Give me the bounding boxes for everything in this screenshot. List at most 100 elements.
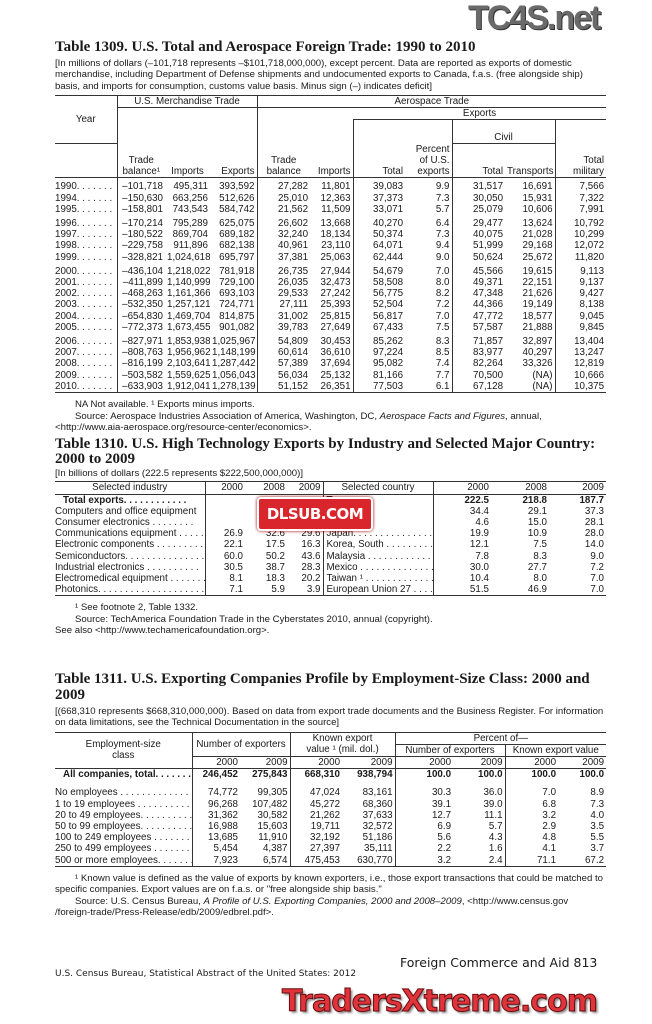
industry-cell: Electromedical equipment . . . . . . . xyxy=(55,572,205,584)
value-cell: 40,270 xyxy=(352,215,406,230)
value-cell: –180,522 xyxy=(116,229,165,241)
value-cell: 5.7 xyxy=(435,203,450,215)
value-cell: 36.0 xyxy=(483,787,503,799)
value-cell: 8.0 xyxy=(435,277,450,289)
value-cell: 51.5 xyxy=(432,584,491,596)
value-cell: 97,224 xyxy=(352,347,406,359)
value-cell: 32,572 xyxy=(362,821,393,833)
value-cell: (NA) xyxy=(532,380,553,392)
value-cell: 7.0 xyxy=(435,265,450,277)
col-exports-total: Total xyxy=(352,143,406,179)
col-group-percent: Percent of— xyxy=(394,732,607,745)
value-cell: 6,574 xyxy=(262,854,288,866)
value-cell: –150,630 xyxy=(116,192,165,204)
year-cell: 1990. . . . . . . xyxy=(55,181,113,193)
class-cell: 50 to 99 employees. . . . . . . . . . xyxy=(55,821,192,833)
value-cell: 19,711 xyxy=(289,821,343,833)
value-cell: 27,397 xyxy=(289,843,343,855)
value-cell: 9.4 xyxy=(435,240,450,252)
col-aero-imports: Imports xyxy=(310,143,354,179)
value-cell: 46.9 xyxy=(527,584,547,596)
value-cell: 25,393 xyxy=(320,299,351,311)
value-cell: –503,582 xyxy=(116,369,165,381)
value-cell: 663,256 xyxy=(172,192,208,204)
value-cell: 795,289 xyxy=(172,218,208,230)
value-cell: 4.1 xyxy=(504,843,559,855)
table-1311-footnotes: ¹ Known value is defined as the value of… xyxy=(55,873,606,919)
table-row: Electronic components . . . . . . . . .2… xyxy=(55,539,606,551)
value-cell: 27,944 xyxy=(320,265,351,277)
value-cell: 26.9 xyxy=(204,528,245,540)
country-cell xyxy=(322,505,433,517)
table-1309-footnotes: NA Not available. ¹ Exports minus import… xyxy=(55,399,606,434)
col-civil-total: Total xyxy=(451,143,506,179)
table-1309-body: 1990. . . . . . . –101,718 495,311 393,592 2… xyxy=(55,177,607,393)
value-cell: 47,348 xyxy=(451,288,506,300)
value-cell: 6.9 xyxy=(394,821,454,833)
value-cell: 100.0 xyxy=(504,768,559,785)
value-cell: 30.5 xyxy=(204,561,245,573)
value-cell xyxy=(245,494,287,506)
value-cell: 682,138 xyxy=(219,240,255,252)
industry-cell: Electronic components . . . . . . . . . xyxy=(55,539,204,551)
value-cell: 1,056,043 xyxy=(212,369,256,381)
value-cell: 28.3 xyxy=(301,561,321,573)
value-cell: 26,351 xyxy=(320,380,351,392)
col-exports: Exports xyxy=(210,143,258,179)
year-cell: 1998. . . . . . . xyxy=(55,240,113,252)
col-country-2008: 2008 xyxy=(491,481,549,495)
year-header-row: 2000 2009 2000 2009 2000 2009 2000 2009 xyxy=(55,756,607,770)
value-cell: 26,735 xyxy=(256,262,311,278)
value-cell: 7.7 xyxy=(435,369,450,381)
class-cell: All companies, total. . . . . . . xyxy=(63,769,191,781)
value-cell: 16.3 xyxy=(301,539,321,551)
value-cell: 82,264 xyxy=(451,358,506,370)
header-spacer xyxy=(55,143,117,179)
table-row: Semiconductors. . . . . . . . . . . . . … xyxy=(55,550,606,562)
value-cell: 8.5 xyxy=(435,347,450,359)
value-cell: 275,843 xyxy=(252,769,288,781)
value-cell: 54,679 xyxy=(352,262,406,278)
country-cell: Malaysia . . . . . . . . . . . . . xyxy=(322,550,433,562)
table-row: 2001. . . . . . . –411,899 1,140,999 729,10… xyxy=(55,277,607,289)
value-cell: 9,845 xyxy=(554,321,607,334)
value-cell: 10,666 xyxy=(554,369,607,381)
col-year: 2009 xyxy=(342,756,396,770)
value-cell: 77,503 xyxy=(352,380,406,393)
value-cell: 37,694 xyxy=(320,358,351,370)
value-cell: 17.5 xyxy=(265,539,285,551)
value-cell xyxy=(204,494,245,506)
value-cell: 19.9 xyxy=(432,528,491,540)
value-cell: 15.0 xyxy=(527,516,547,528)
col-year: 2000 xyxy=(289,756,343,770)
table-row: 250 to 499 employees . . . . . . . . 5,45… xyxy=(55,843,606,855)
value-cell: 12,363 xyxy=(320,192,351,204)
value-cell: 74,772 xyxy=(191,784,240,799)
col-2009: 2009 xyxy=(287,481,323,495)
value-cell: 67,433 xyxy=(352,321,406,334)
country-cell: Japan. . . . . . . . . . . . . . . xyxy=(322,528,433,540)
year-cell: 2002. . . . . . . xyxy=(55,288,113,300)
value-cell: 1,278,139 xyxy=(212,380,256,392)
value-cell: 29.6 xyxy=(301,528,321,540)
value-cell: –101,718 xyxy=(116,177,165,193)
year-cell: 2000. . . . . . . xyxy=(55,265,113,277)
value-cell: 1,956,962 xyxy=(167,347,210,359)
value-cell: 21,028 xyxy=(522,229,553,241)
value-cell: 3.9 xyxy=(306,584,321,596)
source-title: Aerospace Facts and Figures xyxy=(379,410,505,422)
value-cell: 6.1 xyxy=(435,380,450,392)
value-cell: 584,742 xyxy=(219,203,255,215)
table-1311-section: Table 1311. U.S. Exporting Companies Pro… xyxy=(55,671,607,919)
value-cell: 39,083 xyxy=(352,177,406,193)
value-cell: (NA) xyxy=(532,369,553,381)
value-cell: 10,375 xyxy=(554,380,607,393)
table-row: No employees . . . . . . . . . . . . . 74… xyxy=(55,784,606,799)
value-cell: 4,387 xyxy=(262,843,288,855)
value-cell: 2.9 xyxy=(504,821,559,833)
value-cell: 29,533 xyxy=(256,288,311,300)
table-row: 2005. . . . . . . –772,373 1,673,455 901,08… xyxy=(55,321,607,334)
value-cell: 27,282 xyxy=(256,177,311,193)
col-group-pct-value: Known export value xyxy=(504,744,607,758)
value-cell: 869,704 xyxy=(172,229,208,241)
